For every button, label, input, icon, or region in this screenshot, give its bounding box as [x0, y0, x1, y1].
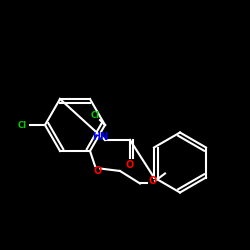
Text: Cl: Cl — [90, 110, 100, 120]
Text: Cl: Cl — [18, 120, 27, 130]
Text: O: O — [126, 160, 134, 170]
Text: O: O — [93, 166, 102, 176]
Text: O: O — [148, 176, 156, 186]
Text: HN: HN — [92, 132, 108, 142]
